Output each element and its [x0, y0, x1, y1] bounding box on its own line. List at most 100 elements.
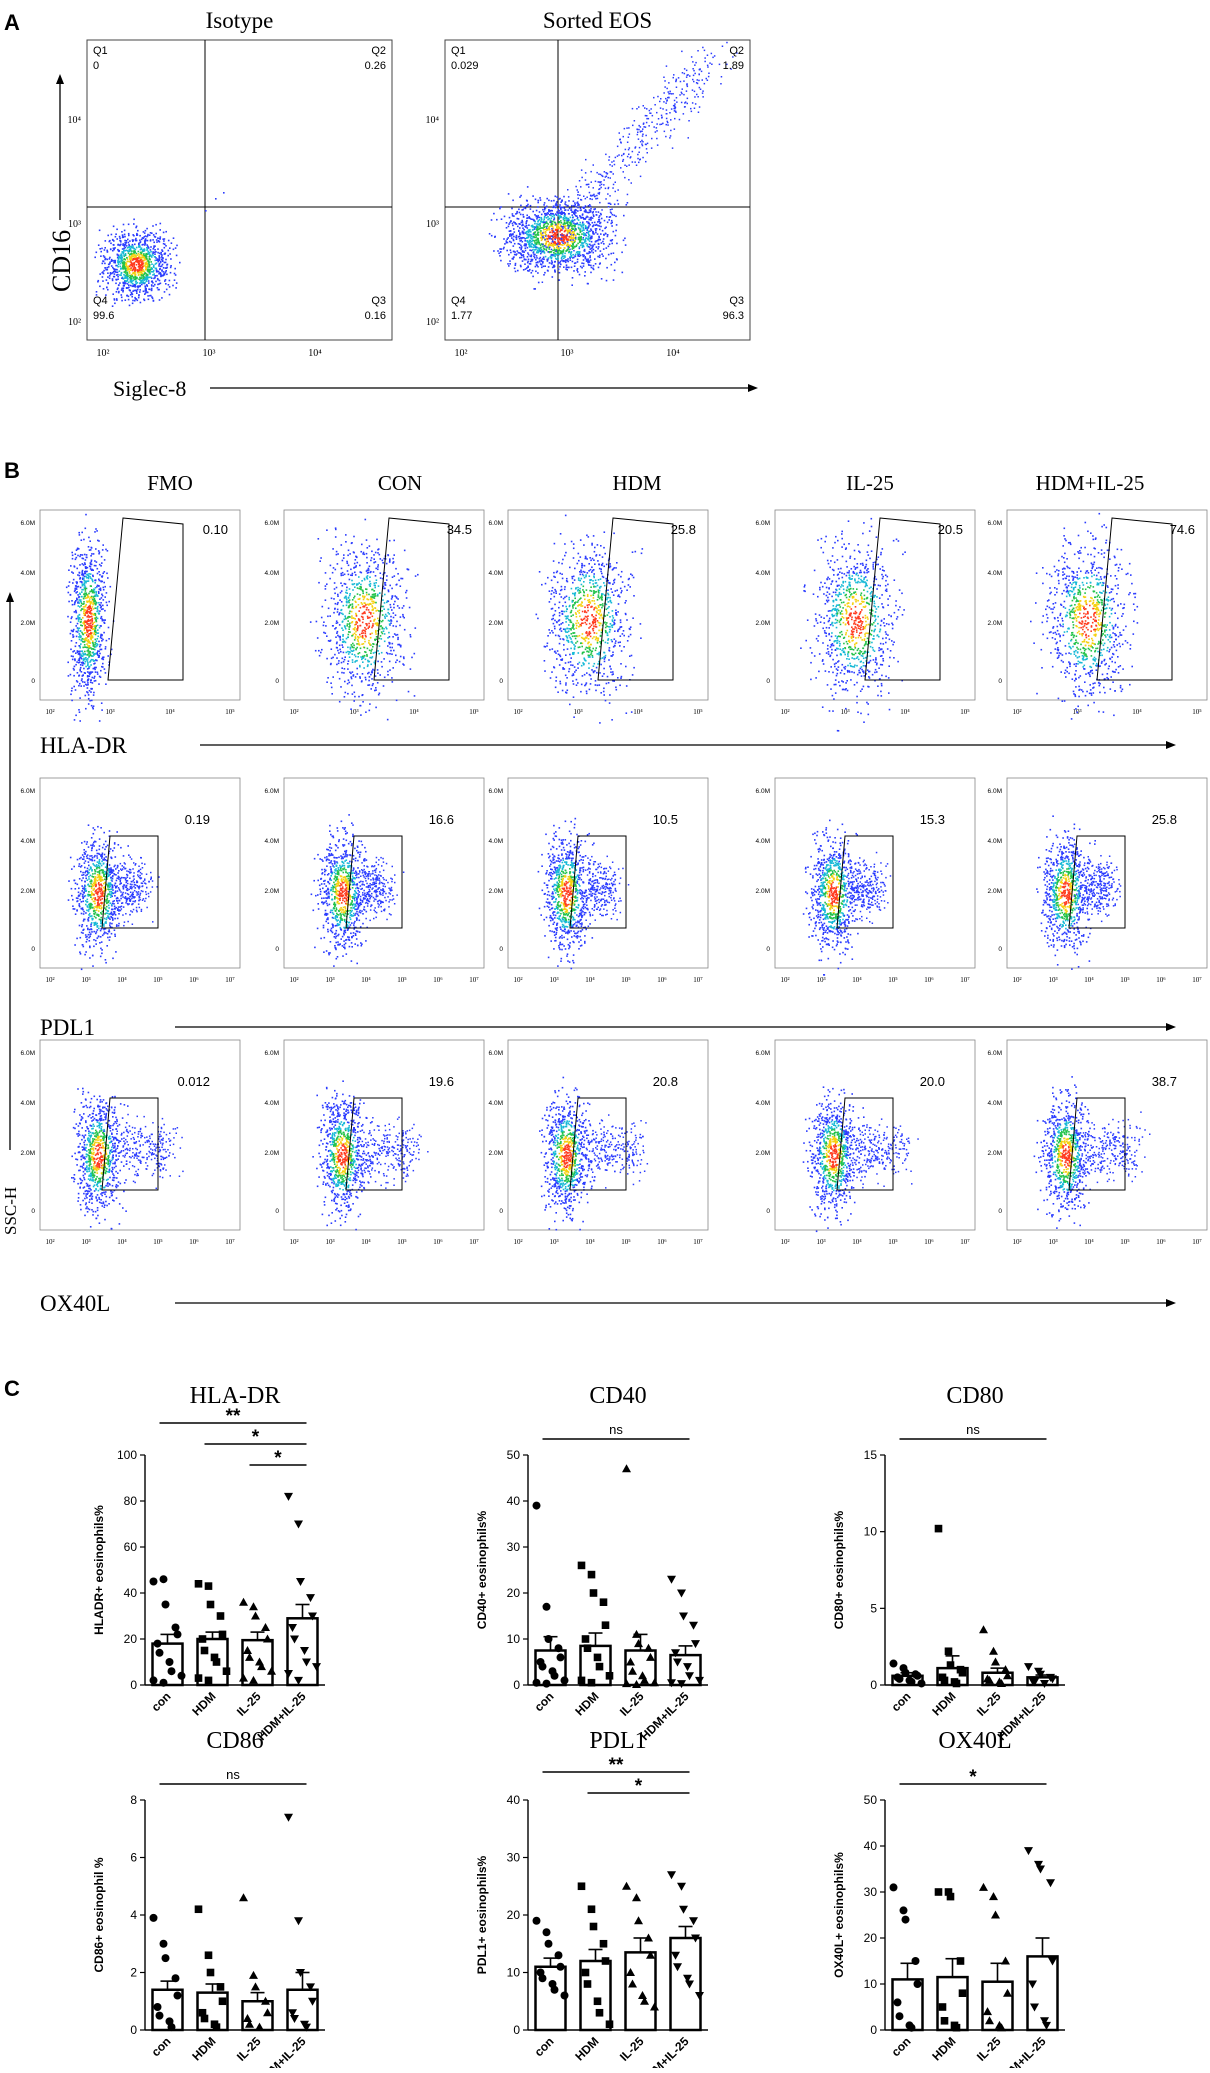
event-dot	[71, 571, 73, 573]
event-dot	[156, 275, 158, 277]
event-dot	[126, 287, 128, 289]
event-dot	[71, 688, 73, 690]
event-dot	[367, 648, 369, 650]
event-dot	[365, 635, 367, 637]
event-dot	[318, 650, 320, 652]
event-dot	[99, 248, 101, 250]
event-dot	[588, 225, 590, 227]
event-dot	[584, 249, 586, 251]
event-dot	[344, 668, 346, 670]
event-dot	[665, 136, 667, 138]
event-dot	[546, 217, 548, 219]
event-dot	[135, 227, 137, 229]
event-dot	[533, 226, 535, 228]
event-dot	[85, 597, 87, 599]
event-dot	[704, 50, 706, 52]
event-dot	[373, 590, 375, 592]
event-dot	[169, 280, 171, 282]
event-dot	[129, 277, 131, 279]
event-dot	[598, 217, 600, 219]
event-dot	[372, 594, 374, 596]
event-dot	[98, 591, 100, 593]
event-dot	[67, 662, 69, 664]
event-dot	[496, 219, 498, 221]
event-dot	[100, 580, 102, 582]
event-dot	[128, 252, 130, 254]
event-dot	[638, 129, 640, 131]
event-dot	[331, 598, 333, 600]
event-dot	[150, 255, 152, 257]
event-dot	[395, 568, 397, 570]
event-dot	[380, 558, 382, 560]
event-dot	[415, 627, 417, 629]
event-dot	[131, 258, 133, 260]
event-dot	[323, 625, 325, 627]
event-dot	[595, 230, 597, 232]
event-dot	[124, 283, 126, 285]
event-dot	[579, 215, 581, 217]
event-dot	[352, 693, 354, 695]
panel-b: SSC-H	[1, 592, 20, 1235]
event-dot	[544, 209, 546, 211]
event-dot	[624, 128, 626, 129]
event-dot	[339, 624, 341, 626]
event-dot	[509, 241, 511, 243]
event-dot	[81, 658, 83, 660]
event-dot	[130, 275, 132, 277]
event-dot	[151, 296, 153, 298]
event-dot	[353, 617, 355, 619]
event-dot	[417, 574, 419, 576]
event-dot	[670, 130, 672, 132]
event-dot	[126, 257, 128, 259]
event-dot	[88, 537, 90, 539]
event-dot	[600, 181, 602, 183]
event-dot	[347, 555, 349, 557]
event-dot	[564, 215, 566, 217]
event-dot	[545, 235, 547, 237]
event-dot	[514, 268, 516, 270]
event-dot	[126, 295, 128, 297]
event-dot	[601, 184, 603, 186]
event-dot	[539, 217, 541, 219]
event-dot	[537, 261, 539, 263]
event-dot	[101, 248, 103, 250]
event-dot	[361, 544, 363, 546]
event-dot	[87, 574, 89, 576]
event-dot	[611, 161, 613, 163]
event-dot	[378, 653, 380, 655]
event-dot	[559, 242, 561, 244]
event-dot	[130, 281, 132, 283]
event-dot	[91, 553, 93, 555]
event-dot	[361, 602, 363, 604]
event-dot	[144, 262, 146, 264]
event-dot	[559, 204, 561, 206]
event-dot	[376, 539, 378, 541]
event-dot	[358, 610, 360, 612]
event-dot	[357, 593, 359, 595]
event-dot	[144, 293, 146, 295]
event-dot	[535, 259, 537, 261]
event-dot	[553, 215, 555, 217]
event-dot	[168, 250, 170, 252]
event-dot	[370, 650, 372, 652]
event-dot	[559, 266, 561, 268]
event-dot	[155, 224, 157, 226]
event-dot	[362, 656, 364, 658]
event-dot	[155, 233, 157, 235]
event-dot	[558, 269, 560, 271]
event-dot	[127, 269, 129, 271]
event-dot	[342, 614, 344, 616]
event-dot	[550, 254, 552, 256]
event-dot	[363, 552, 365, 554]
event-dot	[70, 694, 72, 696]
event-dot	[99, 613, 101, 615]
quadrant-value: 0.26	[365, 60, 386, 72]
event-dot	[95, 627, 97, 629]
event-dot	[632, 151, 634, 153]
event-dot	[92, 619, 94, 621]
event-dot	[138, 243, 140, 245]
event-dot	[571, 255, 573, 257]
event-dot	[337, 602, 339, 604]
event-dot	[366, 594, 368, 596]
